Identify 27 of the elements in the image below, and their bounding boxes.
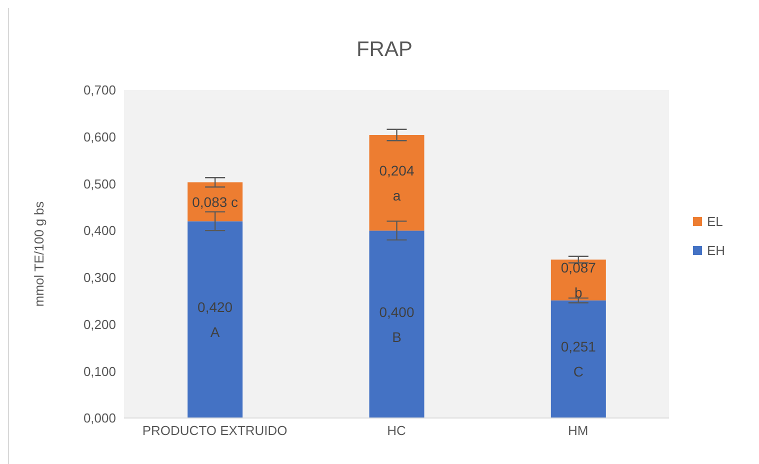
data-label: 0,204 a <box>379 162 414 204</box>
legend-label: EH <box>707 243 726 258</box>
bar <box>188 182 243 222</box>
bar <box>550 260 606 300</box>
data-label: 0,251 C <box>560 338 596 380</box>
y-axis-title: mmol TE/100 g bs <box>32 200 47 307</box>
x-tick-label: HM <box>568 423 588 438</box>
x-tick-label: PRODUCTO EXTRUIDO <box>142 423 288 438</box>
y-tick-label: 0,700 <box>83 82 116 98</box>
data-label: 0,083 c <box>192 194 238 210</box>
y-tick-label: 0,100 <box>83 364 116 379</box>
chart-title: FRAP <box>355 38 414 62</box>
y-tick-label: 0,600 <box>83 129 116 144</box>
data-label: 0,420 A <box>198 299 233 340</box>
y-tick-label: 0,200 <box>83 316 116 332</box>
data-label: 0,087 b <box>560 260 596 301</box>
y-tick-label: 0,300 <box>83 270 116 286</box>
x-tick-label: HC <box>387 423 406 438</box>
y-tick-label: 0,400 <box>83 223 116 238</box>
legend-label: EL <box>707 214 723 229</box>
y-tick-label: 0,500 <box>83 176 116 192</box>
bar <box>188 221 243 418</box>
bar <box>369 134 424 231</box>
data-label: 0,400 B <box>379 304 414 345</box>
bar <box>369 230 424 418</box>
bar <box>550 300 606 418</box>
y-tick-label: 0,000 <box>83 410 116 426</box>
